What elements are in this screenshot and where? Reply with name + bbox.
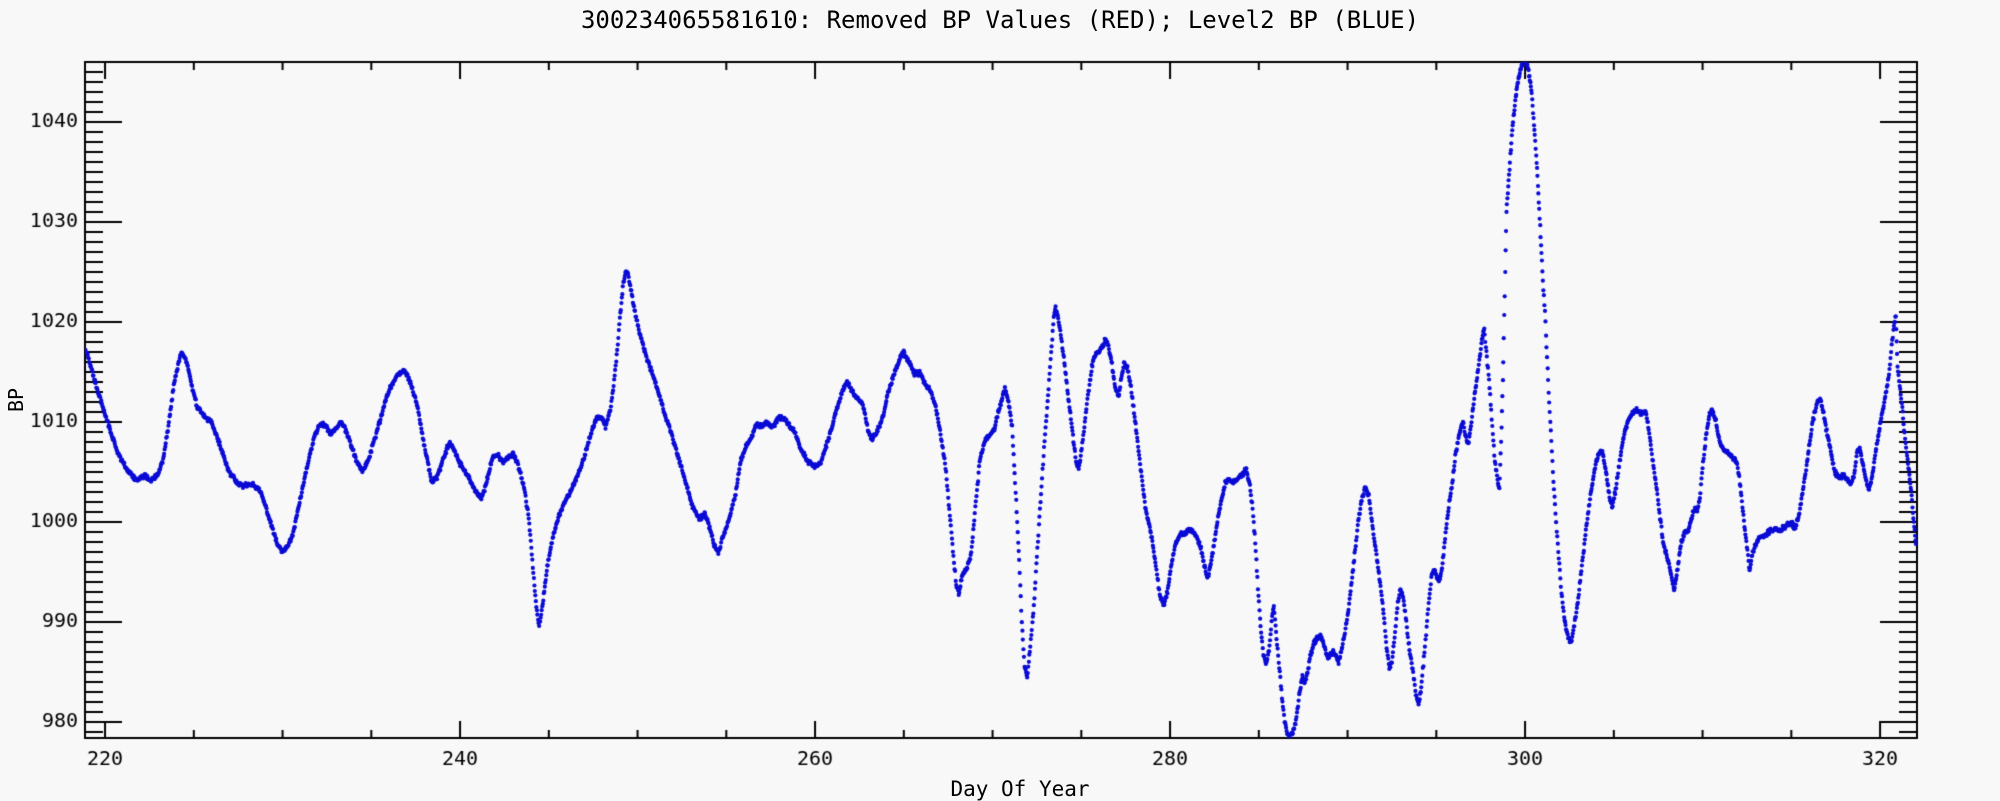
- y-axis-label: BP: [4, 387, 28, 413]
- chart-title: 300234065581610: Removed BP Values (RED)…: [580, 6, 1420, 34]
- x-axis-label: Day Of Year: [950, 777, 1090, 801]
